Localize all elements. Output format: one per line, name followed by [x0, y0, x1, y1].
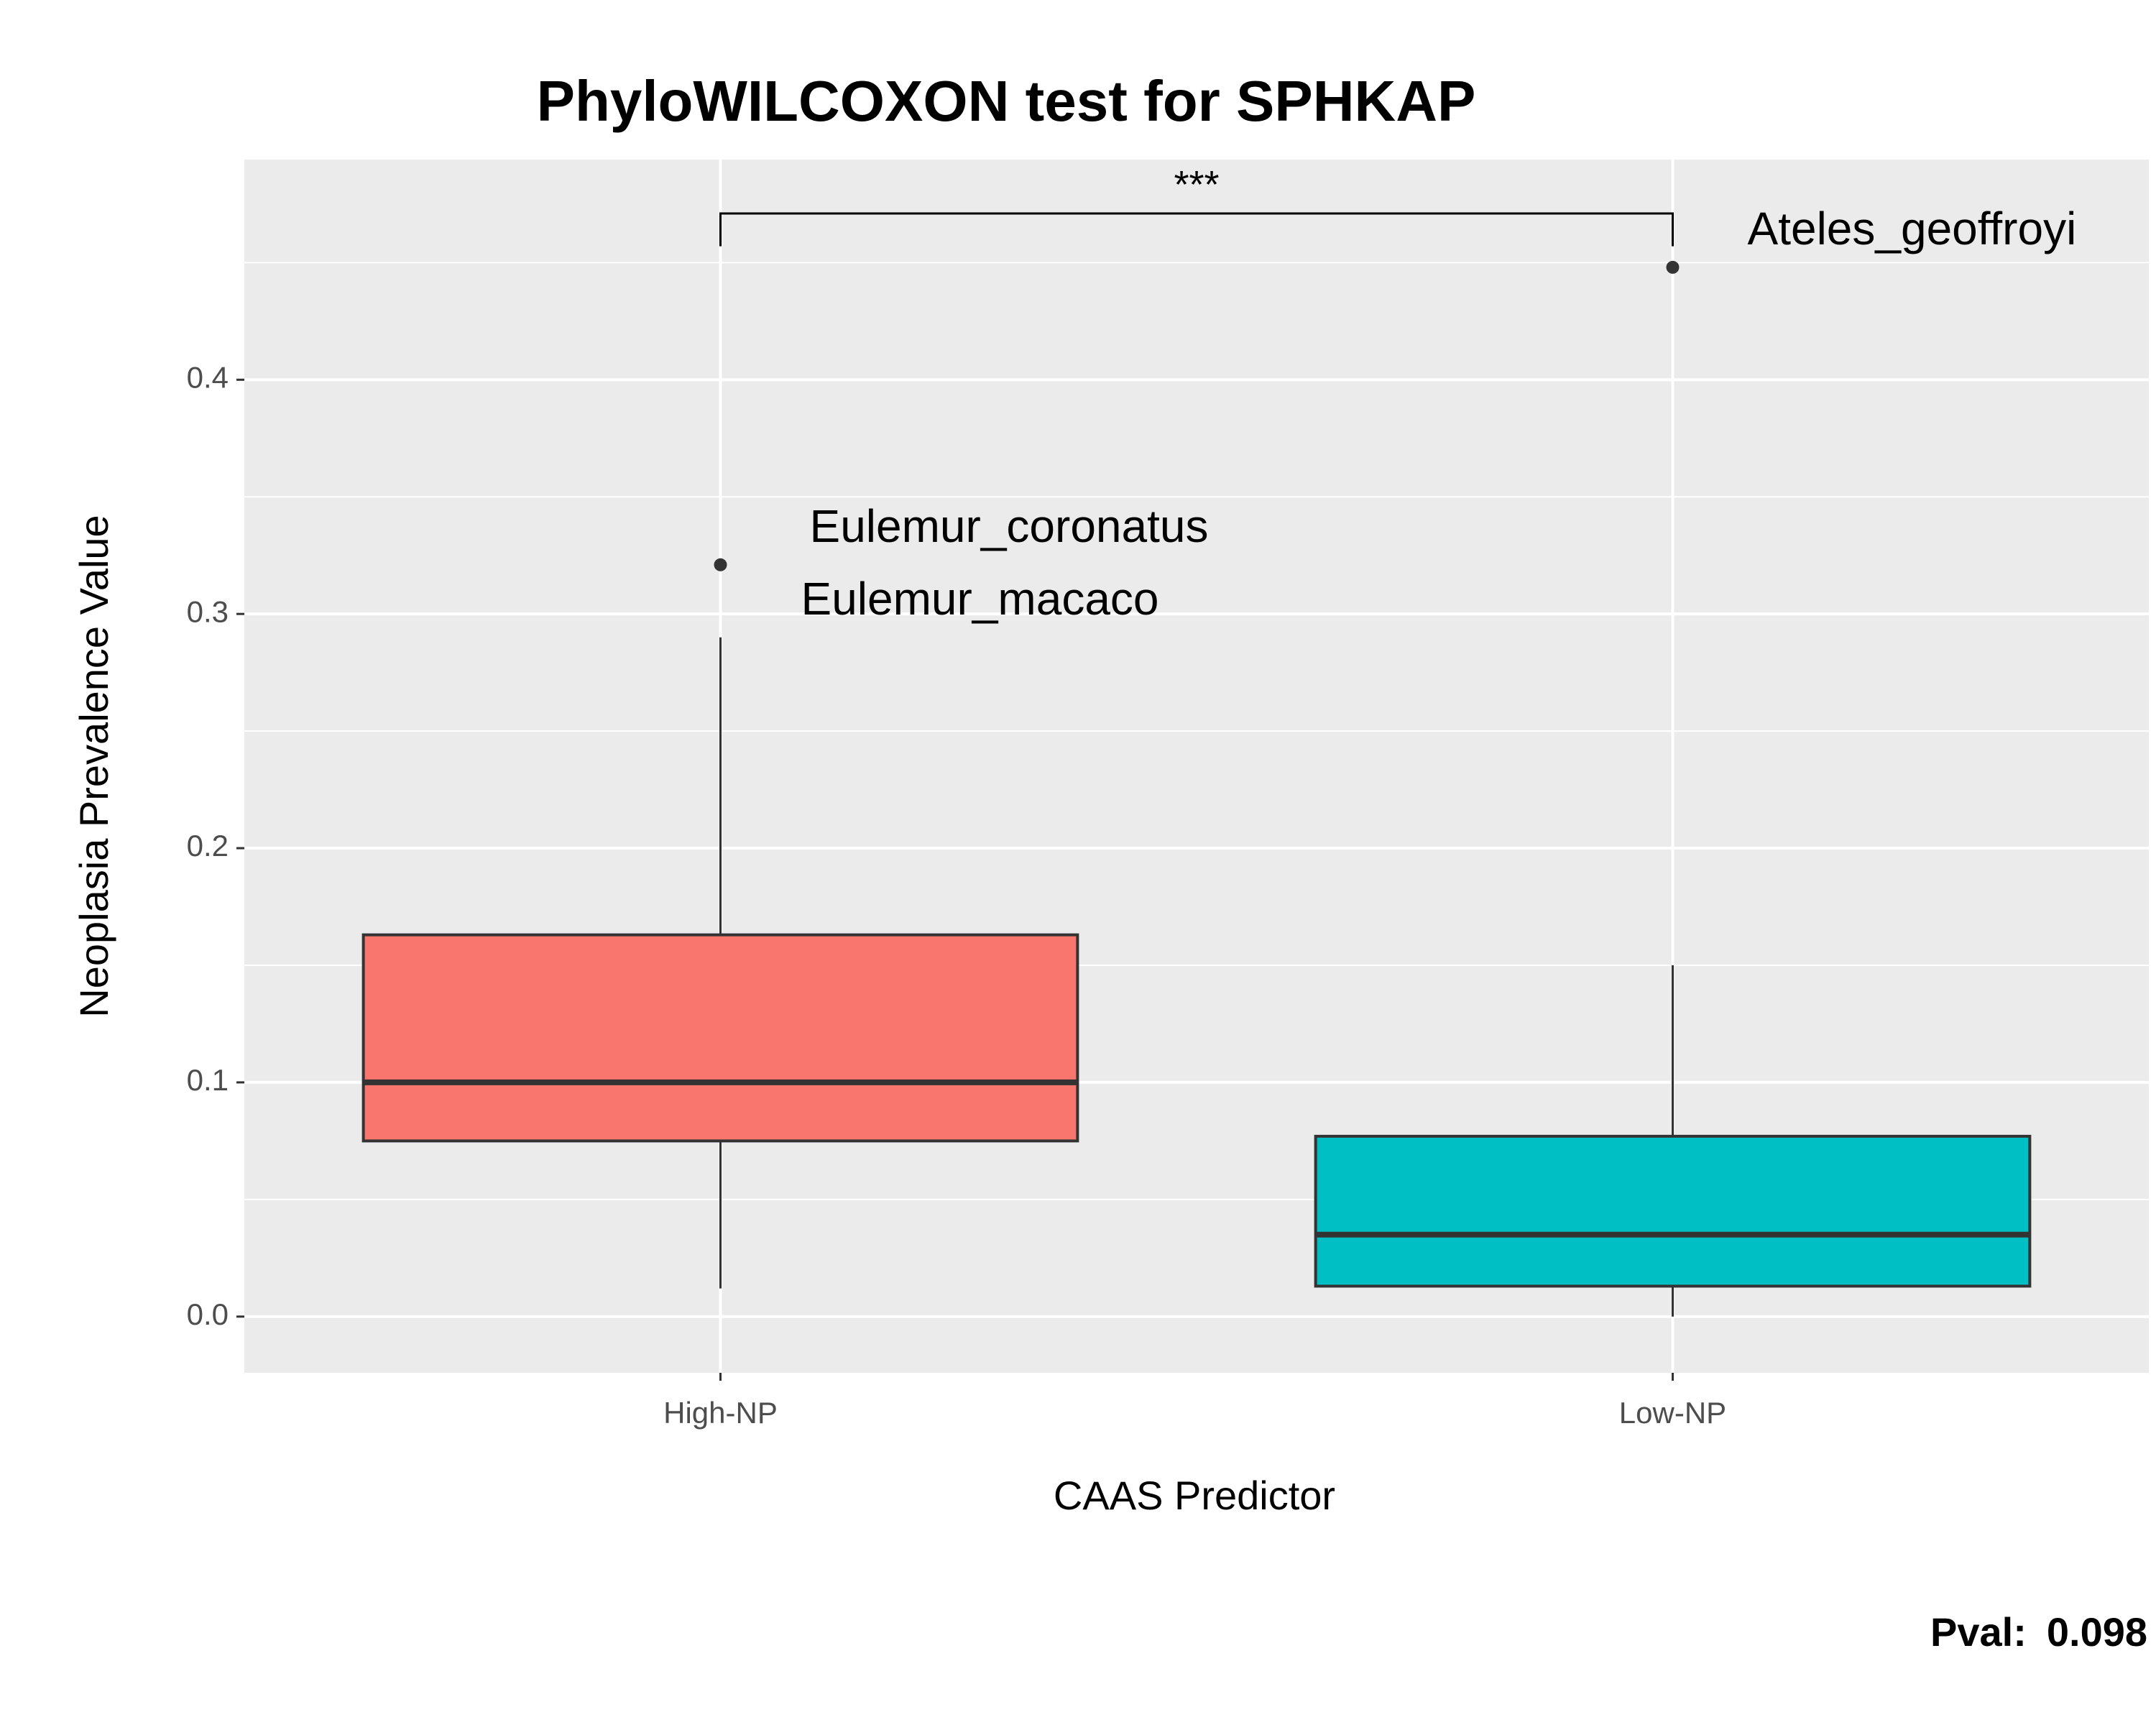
y-axis-title: Neoplasia Prevalence Value: [71, 515, 116, 1017]
significance-stars: ***: [1174, 163, 1219, 206]
pvalue-label: Pval:: [1930, 1609, 2027, 1655]
box-group-low-np: [1314, 260, 2032, 1317]
outlier-label: Ateles_geoffroyi: [1748, 203, 2077, 254]
x-tick-label: Low-NP: [1619, 1396, 1726, 1430]
y-tick-label: 0.0: [187, 1297, 229, 1331]
y-tick-label: 0.2: [187, 829, 229, 862]
outlier-point: [1666, 260, 1680, 274]
axis-layer: 0.0 0.1 0.2 0.3 0.4 High-NP Low-NP: [187, 360, 1727, 1430]
outlier-point: [714, 558, 727, 571]
pvalue-footer: Pval: 0.098: [1930, 1609, 2147, 1655]
pvalue-value: 0.098: [2047, 1609, 2147, 1655]
y-tick-label: 0.3: [187, 594, 229, 628]
annotation-layer: Ateles_geoffroyi Eulemur_coronatus Eulemur…: [719, 163, 2077, 625]
grid-minor: [244, 262, 2149, 1200]
x-axis-title: CAAS Predictor: [1054, 1473, 1335, 1518]
chart-title: PhyloWILCOXON test for SPHKAP: [537, 69, 1476, 133]
significance-bracket: [719, 212, 1674, 247]
box-iqr: [1314, 1134, 2032, 1288]
box-group-high-np: [361, 558, 1079, 1289]
box-iqr: [361, 933, 1079, 1143]
outlier-label: Eulemur_coronatus: [810, 500, 1209, 552]
x-tick-label: High-NP: [663, 1396, 778, 1430]
box-layer: [361, 260, 2032, 1317]
outlier-label: Eulemur_macaco: [801, 573, 1159, 625]
y-tick-label: 0.4: [187, 360, 229, 394]
y-tick-label: 0.1: [187, 1063, 229, 1097]
